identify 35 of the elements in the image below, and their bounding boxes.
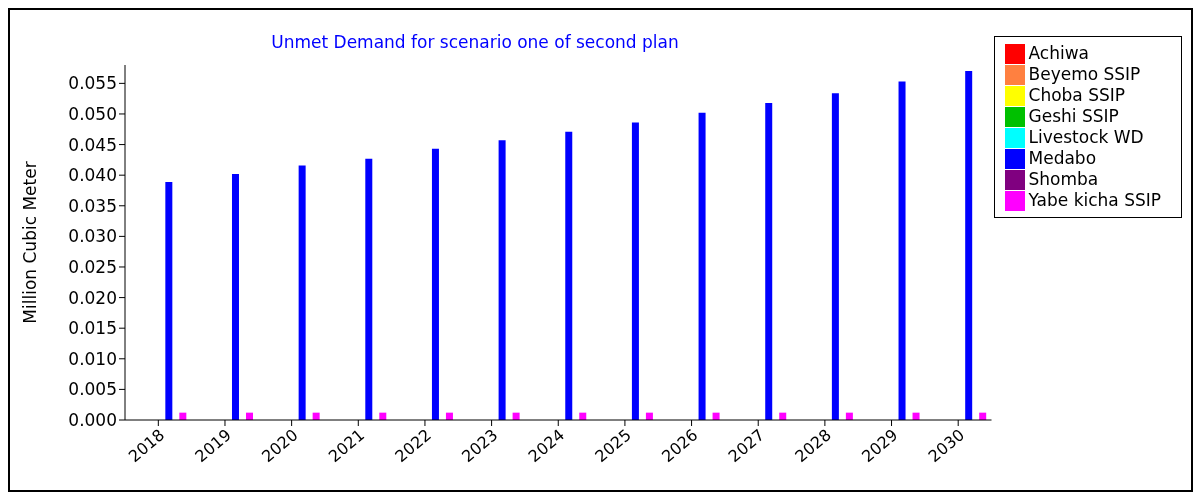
y-tick-label: 0.055 [68,73,117,94]
bar [365,158,373,420]
bar [498,140,506,420]
y-tick-label: 0.040 [68,165,117,186]
legend-label: Geshi SSIP [1028,106,1119,126]
y-tick-label: 0.010 [68,348,117,369]
legend-label: Choba SSIP [1028,85,1126,105]
legend-label: Beyemo SSIP [1028,64,1141,84]
y-tick-label: 0.000 [68,410,117,431]
y-tick-label: 0.020 [68,287,117,308]
bar [631,122,639,420]
y-tick-label: 0.015 [68,318,117,339]
bar [831,93,839,420]
bar [565,131,573,420]
legend-label: Shomba [1028,169,1099,189]
y-axis-title: Million Cubic Meter [20,161,41,324]
legend-label: Yabe kicha SSIP [1028,190,1161,210]
bar [165,181,173,420]
chart-title: Unmet Demand for scenario one of second plan [270,32,680,52]
bar [298,165,306,420]
y-tick-label: 0.030 [68,226,117,247]
y-tick-label: 0.050 [68,104,117,124]
legend-label: Achiwa [1028,43,1090,63]
y-tick-label: 0.035 [68,195,117,216]
bar [965,71,973,420]
legend-label: Medabo [1028,148,1097,168]
bar [898,81,906,420]
bar [765,102,773,420]
legend-label: Livestock WD [1028,127,1144,147]
bar [431,148,439,420]
y-tick-label: 0.025 [68,257,117,278]
bar [231,173,239,420]
y-tick-label: 0.005 [68,379,117,400]
y-tick-label: 0.045 [68,134,117,155]
bar [698,112,706,420]
